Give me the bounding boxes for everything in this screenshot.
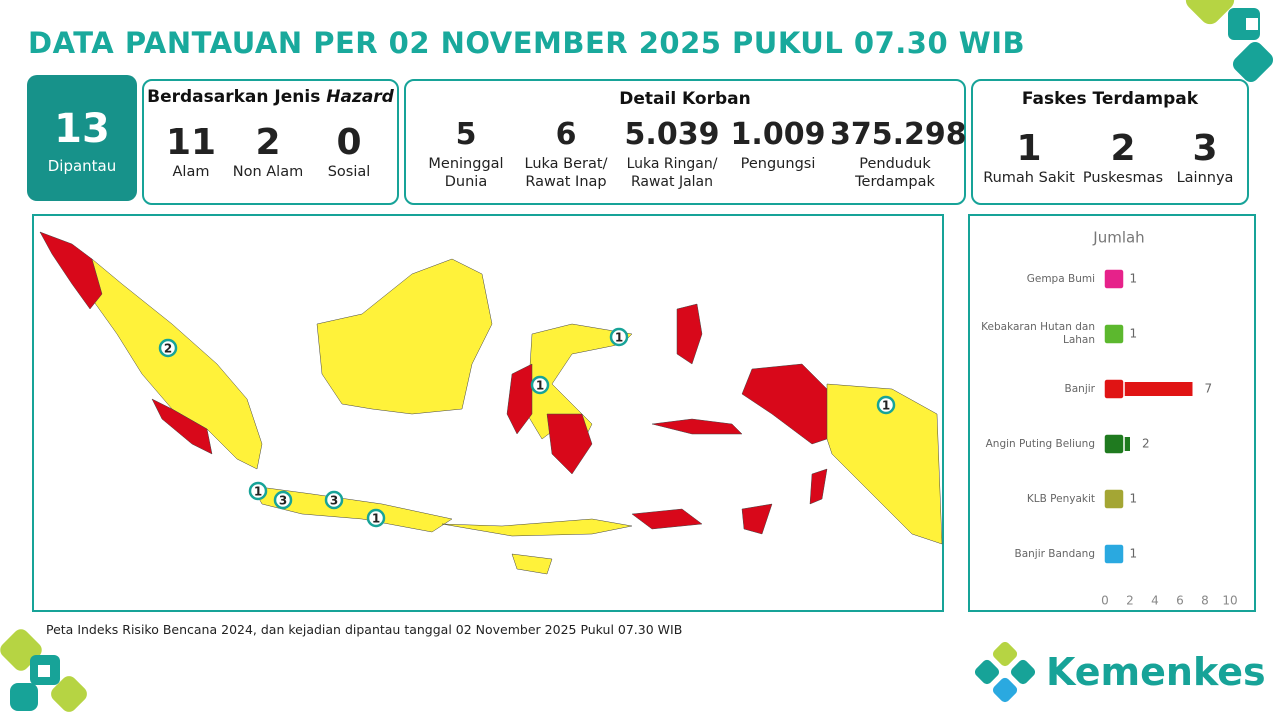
title-emphasis: Hazard bbox=[326, 87, 394, 107]
stat: 1 Rumah Sakit bbox=[979, 129, 1079, 187]
category-label: Banjir Bandang bbox=[1014, 547, 1096, 560]
category-icon bbox=[1103, 543, 1125, 565]
card-title: Berdasarkan Jenis Hazard bbox=[144, 87, 397, 107]
stat-value: 3 bbox=[1192, 128, 1218, 169]
marker-label: 3 bbox=[330, 494, 338, 508]
x-tick-label: 10 bbox=[1222, 594, 1237, 608]
stat-label: Penduduk Terdampak bbox=[855, 156, 935, 190]
stat-label: Puskesmas bbox=[1082, 170, 1164, 186]
category-icon bbox=[1103, 378, 1125, 400]
stat: 6 Luka Berat/ Rawat Inap bbox=[514, 115, 618, 191]
map-caption: Peta Indeks Risiko Bencana 2024, dan kej… bbox=[46, 622, 683, 637]
value-label: 2 bbox=[1142, 437, 1150, 451]
stat-label: Alam bbox=[172, 164, 210, 180]
stat-value: 6 bbox=[555, 117, 577, 152]
bar bbox=[1105, 382, 1193, 396]
stat-value: 5.039 bbox=[624, 117, 720, 152]
chart: Jumlah 0 2 4 6 8 10 1 1 7 2 1 1 bbox=[1092, 229, 1237, 608]
stat-value: 1 bbox=[1016, 128, 1042, 169]
x-tick-label: 0 bbox=[1101, 594, 1109, 608]
x-tick-label: 6 bbox=[1176, 594, 1184, 608]
stat: 0 Sosial bbox=[312, 123, 386, 181]
category-icon bbox=[1103, 488, 1125, 510]
marker-label: 1 bbox=[254, 485, 262, 499]
stat: 3 Lainnya bbox=[1167, 129, 1243, 187]
victims-card: Detail Korban 5 Meninggal Dunia 6 Luka Ber… bbox=[404, 79, 967, 205]
marker-label: 1 bbox=[372, 512, 380, 526]
summary-card: 13 Dipantau bbox=[27, 75, 137, 201]
value-label: 1 bbox=[1130, 492, 1138, 506]
category-icon bbox=[1103, 433, 1125, 455]
stat-value: 5 bbox=[455, 117, 477, 152]
x-tick-label: 8 bbox=[1201, 594, 1209, 608]
marker-label: 1 bbox=[536, 379, 544, 393]
stat-value: 11 bbox=[165, 122, 217, 163]
value-label: 1 bbox=[1130, 547, 1138, 561]
marker-label: 2 bbox=[164, 342, 172, 356]
logo-icon bbox=[975, 642, 1035, 703]
stat-label: Luka Ringan/ Rawat Jalan bbox=[626, 156, 718, 190]
stat-value: 1.009 bbox=[730, 117, 826, 152]
stat-label: Sosial bbox=[327, 164, 371, 180]
stat-label: Lainnya bbox=[1176, 170, 1234, 186]
marker-label: 1 bbox=[882, 399, 890, 413]
facilities-card: Faskes Terdampak 1 Rumah Sakit 2 Puskesmas… bbox=[971, 79, 1249, 205]
page-title: DATA PANTAUAN PER 02 NOVEMBER 2025 PUKUL… bbox=[28, 26, 1026, 60]
stat-label: Luka Berat/ Rawat Inap bbox=[524, 156, 608, 190]
summary-label: Dipantau bbox=[47, 157, 117, 175]
chart-panel: Jumlah 0 2 4 6 8 10 1 1 7 2 1 1 Gempa Bumi Kebakaran… bbox=[968, 214, 1256, 612]
value-label: 7 bbox=[1205, 382, 1213, 396]
category-icon bbox=[1103, 268, 1125, 290]
category-label: KLB Penyakit bbox=[1026, 492, 1095, 505]
corner-decoration bbox=[0, 629, 87, 712]
category-label: Banjir bbox=[1064, 382, 1095, 395]
marker-label: 3 bbox=[279, 494, 287, 508]
stat-label: Rumah Sakit bbox=[983, 170, 1075, 186]
hazard-card: Berdasarkan Jenis Hazard 11 Alam 2 Non Ala… bbox=[142, 79, 399, 205]
stat: 2 Non Alam bbox=[226, 123, 310, 181]
stat-label: Non Alam bbox=[232, 164, 304, 180]
stat: 5.039 Luka Ringan/ Rawat Jalan bbox=[616, 115, 728, 191]
logo-text: Kemenkes bbox=[1046, 650, 1266, 694]
stat: 11 Alam bbox=[156, 123, 226, 181]
marker-label: 1 bbox=[615, 331, 623, 345]
category-label: Angin Puting Beliung bbox=[985, 437, 1095, 450]
stat: 5 Meninggal Dunia bbox=[416, 115, 516, 191]
category-icon bbox=[1103, 323, 1125, 345]
stat-label: Meninggal Dunia bbox=[428, 156, 504, 190]
title-text: Berdasarkan Jenis bbox=[147, 87, 321, 107]
stat-value: 375.298 bbox=[830, 117, 967, 152]
chart-title: Jumlah bbox=[1092, 229, 1144, 247]
stat-value: 2 bbox=[255, 122, 281, 163]
stat: 375.298 Penduduk Terdampak bbox=[830, 115, 967, 191]
stat-value: 2 bbox=[1110, 128, 1136, 169]
x-tick-label: 2 bbox=[1126, 594, 1134, 608]
x-tick-label: 4 bbox=[1151, 594, 1159, 608]
card-title: Faskes Terdampak bbox=[1021, 89, 1199, 109]
stat-value: 0 bbox=[336, 122, 362, 163]
stat: 1.009 Pengungsi bbox=[728, 115, 828, 173]
map: 2 1 3 3 1 1 1 1 bbox=[32, 214, 944, 612]
category-label: Gempa Bumi bbox=[1026, 272, 1095, 285]
corner-decoration bbox=[1185, 0, 1274, 83]
category-label: Kebakaran Hutan dan Lahan bbox=[981, 321, 1095, 346]
stat: 2 Puskesmas bbox=[1079, 129, 1167, 187]
card-title: Detail Korban bbox=[619, 89, 751, 109]
value-label: 1 bbox=[1130, 327, 1138, 341]
value-label: 1 bbox=[1130, 272, 1138, 286]
summary-value: 13 bbox=[54, 106, 110, 152]
stat-label: Pengungsi bbox=[740, 156, 816, 172]
